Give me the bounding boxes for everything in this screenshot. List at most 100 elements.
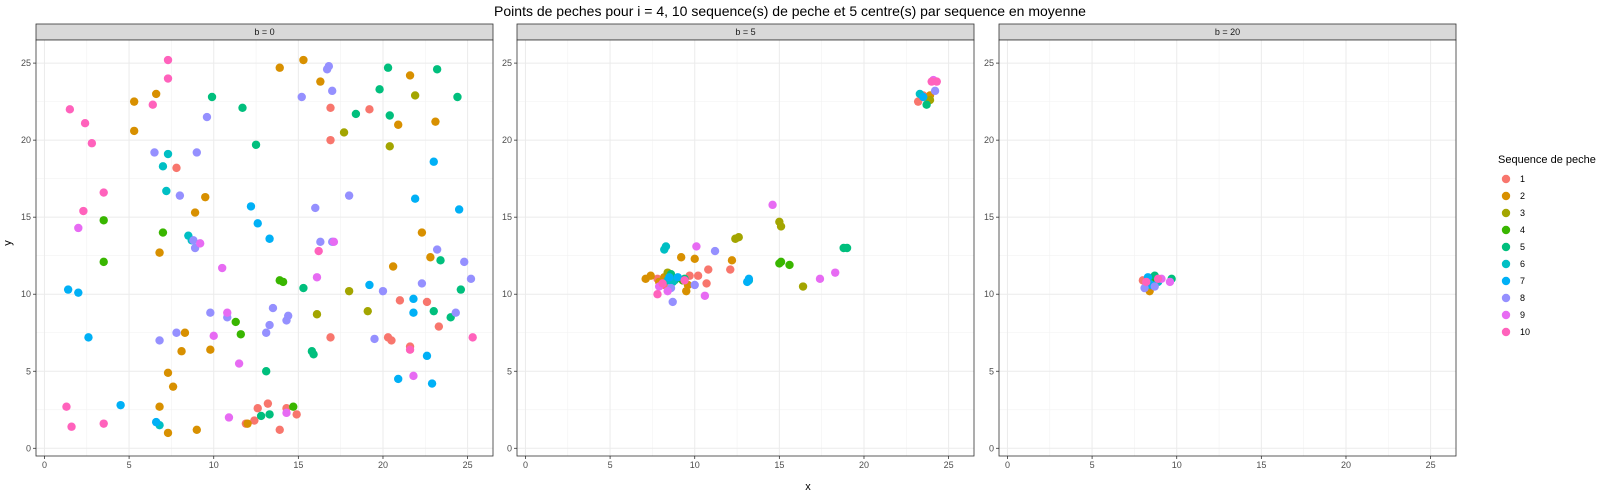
legend-label: 6 [1520, 259, 1525, 269]
x-tick-label: 15 [774, 460, 784, 470]
scatter-point [776, 257, 786, 267]
scatter-point [776, 222, 786, 231]
facet-strip-label: b = 0 [254, 27, 274, 37]
facet-panel: b = 20 0 5 10 15 20 25 0 5 10 15 20 25 [984, 23, 1457, 470]
scatter-point [693, 271, 703, 280]
scatter-point [727, 256, 737, 265]
scatter-point [831, 268, 840, 277]
scatter-point [151, 89, 161, 99]
scatter-point [451, 308, 460, 317]
scatter-point [432, 245, 442, 254]
y-tick-label: 15 [984, 212, 994, 222]
scatter-point [661, 242, 671, 251]
x-tick-label: 5 [608, 460, 613, 470]
legend-label: 4 [1520, 225, 1525, 235]
x-tick-label: 5 [127, 460, 132, 470]
legend-label: 3 [1520, 208, 1525, 218]
scatter-point [316, 77, 325, 86]
scatter-point [646, 271, 655, 280]
scatter-point [163, 149, 173, 159]
scatter-point [282, 408, 291, 418]
scatter-point [312, 273, 322, 282]
scatter-point [409, 294, 418, 304]
scatter-points [62, 55, 477, 438]
scatter-point [427, 379, 437, 388]
scatter-point [326, 103, 335, 112]
scatter-point [172, 163, 181, 173]
x-tick-label: 0 [42, 460, 47, 470]
scatter-point [702, 279, 711, 288]
scatter-point [375, 85, 384, 94]
scatter-point [65, 105, 75, 114]
scatter-point [63, 285, 73, 294]
scatter-point [207, 92, 217, 102]
scatter-point [673, 273, 682, 282]
scatter-point [710, 246, 720, 256]
y-tick-label: 0 [507, 443, 512, 453]
legend-item: 4 [1501, 225, 1525, 235]
scatter-point [436, 256, 445, 265]
legend-item: 7 [1501, 276, 1525, 286]
scatter-point [1142, 277, 1151, 287]
legend-key [1501, 259, 1511, 269]
scatter-point [263, 399, 273, 408]
scatter-point [99, 216, 108, 225]
scatter-point [192, 425, 201, 435]
scatter-point [365, 280, 374, 290]
scatter-point [422, 351, 432, 361]
scatter-point [129, 126, 139, 136]
scatter-point [275, 63, 284, 72]
scatter-point [665, 273, 674, 282]
scatter-point [265, 410, 274, 419]
scatter-point [168, 382, 178, 391]
legend-item: 1 [1501, 174, 1525, 184]
scatter-point [328, 86, 337, 96]
scatter-point [460, 257, 469, 267]
scatter-point [292, 410, 301, 419]
scatter-point [378, 286, 388, 296]
scatter-point [1165, 277, 1175, 287]
scatter-point [67, 422, 76, 431]
scatter-point [217, 263, 227, 273]
x-tick-label: 25 [944, 460, 954, 470]
legend-key [1501, 310, 1511, 320]
scatter-point [202, 112, 212, 122]
y-tick-label: 0 [26, 443, 31, 453]
scatter-point [1153, 274, 1163, 284]
scatter-point [700, 291, 710, 300]
scatter-point [326, 333, 335, 342]
y-tick-label: 15 [502, 212, 512, 222]
scatter-point [405, 71, 415, 80]
scatter-point [387, 336, 396, 345]
scatter-point [383, 63, 393, 72]
scatter-point [653, 290, 662, 299]
x-tick-label: 0 [523, 460, 528, 470]
legend: Sequence de peche 1 2 3 4 5 6 7 8 9 10 [1498, 154, 1596, 337]
y-tick-label: 20 [984, 135, 994, 145]
x-tick-label: 20 [378, 460, 388, 470]
scatter-point [798, 282, 808, 291]
scatter-point [429, 157, 438, 166]
scatter-point [256, 411, 266, 421]
x-tick-label: 15 [293, 460, 303, 470]
scatter-point [690, 254, 699, 263]
scatter-point [680, 276, 689, 285]
y-axis-title: y [2, 240, 14, 246]
legend-item: 9 [1501, 310, 1525, 320]
plot-background [36, 40, 493, 456]
scatter-point [311, 203, 320, 213]
scatter-point [312, 310, 322, 319]
y-tick-label: 15 [21, 212, 31, 222]
scatter-point [148, 100, 157, 109]
scatter-point [1150, 282, 1159, 291]
scatter-point [209, 331, 218, 341]
legend-label: 8 [1520, 293, 1525, 303]
scatter-point [224, 413, 234, 422]
scatter-point [676, 253, 686, 262]
scatter-point [74, 288, 83, 297]
scatter-point [129, 97, 139, 106]
scatter-point [365, 105, 374, 114]
scatter-point [668, 297, 677, 307]
facet-panel: b = 0 0 5 10 15 20 25 0 5 10 15 20 25 [21, 23, 494, 470]
x-tick-label: 5 [1090, 460, 1095, 470]
